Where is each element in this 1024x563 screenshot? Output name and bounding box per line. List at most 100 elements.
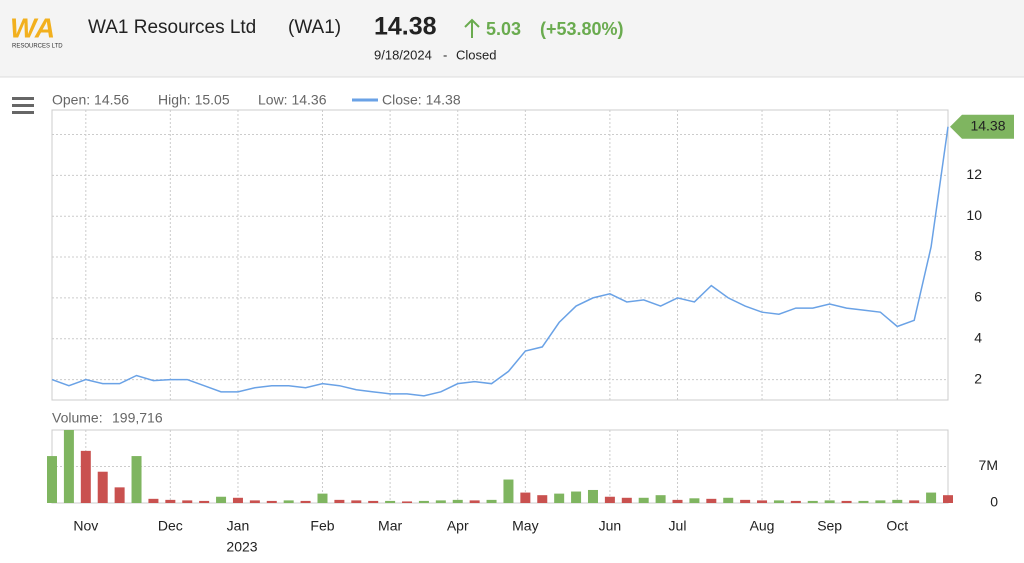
x-tick-label: Mar — [378, 518, 402, 534]
change: 5.03 — [486, 19, 521, 39]
volume-bar — [232, 497, 243, 503]
y-tick-label: 2 — [974, 370, 982, 386]
volume-bar — [790, 500, 801, 503]
x-tick-label: Aug — [750, 518, 775, 534]
volume-bar — [892, 499, 903, 503]
low: Low: 14.36 — [258, 92, 327, 108]
last-price-label: 14.38 — [970, 117, 1005, 133]
volume-bar — [926, 492, 937, 503]
volume-bar — [587, 489, 598, 503]
volume-bar — [114, 487, 125, 503]
symbol: (WA1) — [288, 17, 341, 38]
volume-bar — [182, 500, 193, 503]
volume-bar — [452, 499, 463, 503]
volume-bar — [317, 493, 328, 503]
y-tick-label: 6 — [974, 289, 982, 305]
volume-bar — [841, 500, 852, 503]
x-tick-label: Apr — [447, 518, 469, 534]
y-tick-label: 0 — [990, 494, 998, 510]
last-price-marker — [950, 114, 1014, 139]
volume-bar — [47, 456, 57, 503]
volume-bar — [63, 430, 74, 503]
volume-title: Volume: — [52, 410, 103, 426]
volume-bar — [943, 495, 953, 503]
volume-bar — [80, 450, 91, 503]
menu-bar — [12, 111, 34, 114]
volume-bar — [216, 496, 227, 503]
x-tick-label: Jun — [599, 518, 622, 534]
plot-frame — [51, 109, 949, 401]
change-pct: (+53.80%) — [540, 19, 624, 39]
logo-sub: RESOURCES LTD — [12, 44, 63, 50]
volume-bar — [283, 500, 294, 503]
status: Closed — [456, 47, 496, 62]
volume-bar — [148, 498, 159, 503]
volume-bar — [266, 500, 277, 503]
company-name: WA1 Resources Ltd — [88, 17, 256, 38]
x-tick-label: Feb — [310, 518, 334, 534]
volume-bar — [351, 500, 362, 503]
volume-bar — [520, 492, 531, 503]
volume-bar — [621, 497, 632, 503]
y-tick-label: 4 — [974, 329, 982, 345]
volume-bar — [723, 497, 734, 503]
y-tick-label: 8 — [974, 248, 982, 264]
x-tick-label: Jan — [227, 518, 250, 534]
x-tick-label: Dec — [158, 518, 183, 534]
price-line — [51, 126, 949, 397]
volume-bar — [418, 500, 429, 503]
volume-bar — [858, 500, 869, 503]
menu-bar — [12, 97, 34, 100]
volume-bar — [368, 500, 379, 503]
volume-value: 199,716 — [112, 410, 163, 426]
volume-bar — [875, 500, 886, 503]
volume-bar — [402, 501, 413, 503]
date: 9/18/2024 — [374, 47, 432, 62]
price: 14.38 — [374, 13, 437, 41]
volume-bar — [807, 500, 818, 503]
open: Open: 14.56 — [52, 92, 129, 108]
high: High: 15.05 — [158, 92, 230, 108]
volume-bar — [909, 500, 920, 503]
volume-bar — [638, 497, 649, 503]
volume-bar — [503, 479, 514, 503]
separator: - — [443, 47, 447, 62]
volume-bar — [824, 500, 835, 503]
volume-bar — [554, 493, 565, 503]
y-tick-label: 10 — [966, 207, 982, 223]
volume-bar — [165, 499, 176, 503]
volume-bar — [604, 496, 615, 503]
volume-bar — [773, 500, 784, 503]
x-tick-label: May — [512, 518, 538, 534]
volume-bar — [334, 499, 345, 503]
volume-bar — [300, 500, 311, 503]
x-tick-label: Jul — [669, 518, 687, 534]
y-tick-label: 12 — [966, 166, 982, 182]
y-tick-label: 7M — [979, 457, 998, 473]
logo: WA — [10, 12, 55, 43]
menu-bar — [12, 104, 34, 107]
volume-bar — [537, 495, 548, 503]
volume-bar — [689, 498, 700, 503]
menu-icon[interactable] — [12, 97, 34, 114]
x-tick-label: Sep — [817, 518, 842, 534]
volume-bar — [486, 499, 497, 503]
year-label: 2023 — [226, 539, 257, 555]
volume-bar — [706, 498, 717, 503]
up-arrow — [464, 18, 480, 38]
header-bg — [0, 0, 1024, 77]
volume-bar — [199, 500, 210, 503]
volume-bar — [249, 500, 260, 503]
volume-bar — [131, 456, 142, 503]
volume-bar — [385, 500, 396, 503]
volume-bar — [469, 500, 480, 503]
volume-bar — [740, 499, 751, 503]
volume-bar — [655, 495, 666, 503]
volume-bar — [435, 500, 446, 503]
legend-label: Close: 14.38 — [382, 92, 461, 108]
volume-bar — [672, 499, 683, 503]
volume-bar — [97, 471, 108, 503]
x-tick-label: Oct — [886, 518, 908, 534]
volume-bar — [757, 500, 768, 503]
